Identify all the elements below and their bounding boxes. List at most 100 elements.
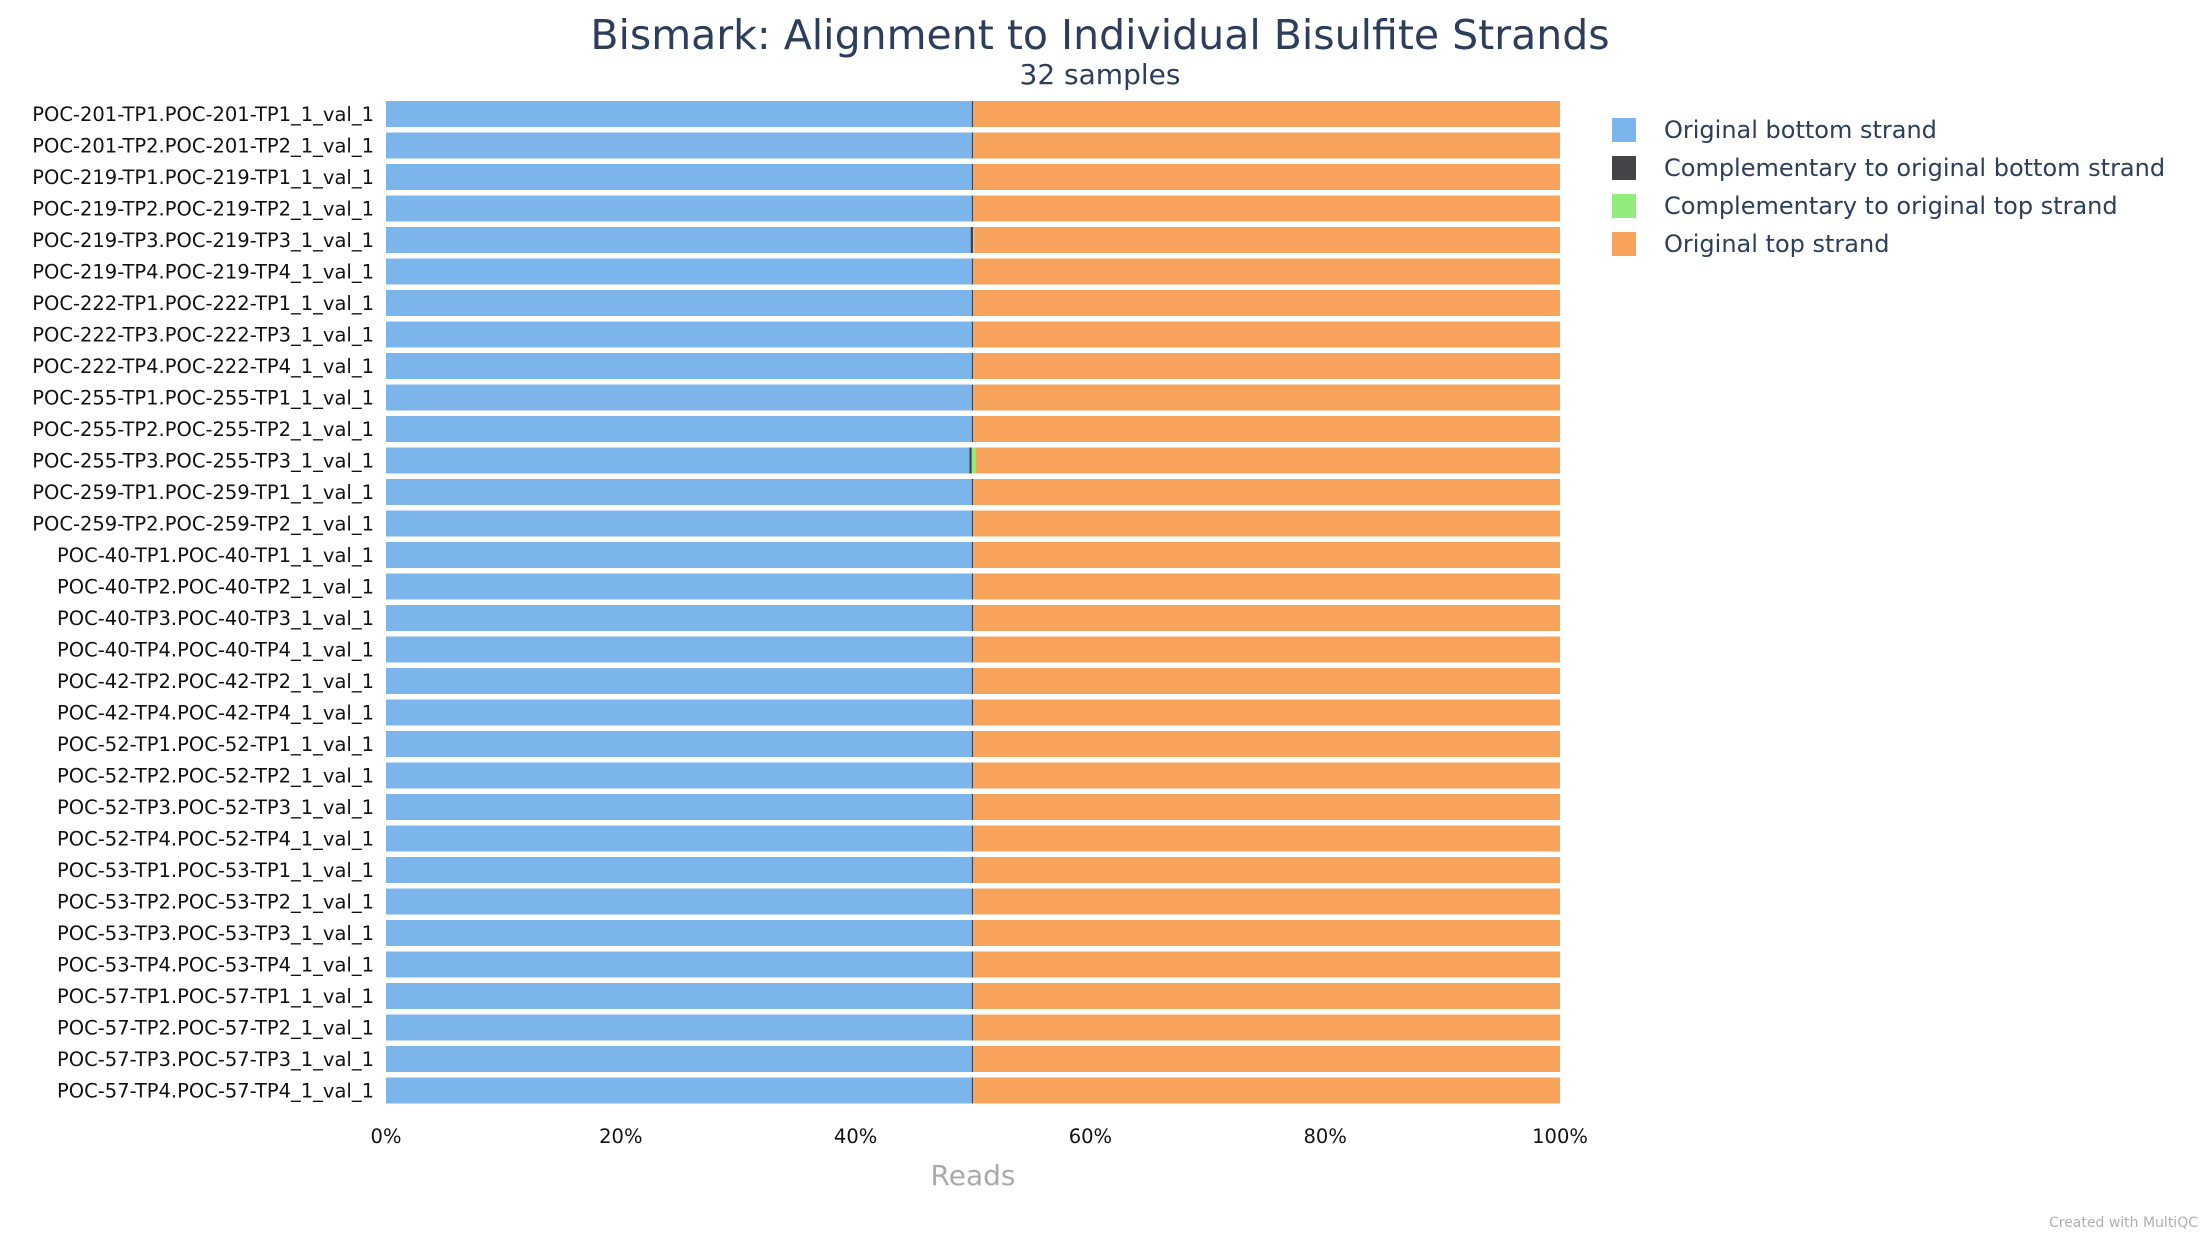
bar-segment[interactable]: [971, 825, 973, 852]
bar-segment[interactable]: [971, 321, 973, 348]
bar-segment[interactable]: [386, 101, 972, 127]
bar-segment[interactable]: [974, 227, 1560, 253]
bar-segment[interactable]: [971, 510, 973, 537]
bar-segment[interactable]: [386, 762, 972, 789]
bar-segment[interactable]: [973, 857, 1560, 883]
bar-segment[interactable]: [971, 290, 973, 316]
bar-segment[interactable]: [973, 636, 1560, 663]
bar-segment[interactable]: [386, 227, 971, 253]
bar-segment[interactable]: [973, 1046, 1560, 1072]
bar-segment[interactable]: [973, 101, 1560, 127]
bar-segment[interactable]: [971, 920, 973, 946]
bar-segment[interactable]: [971, 573, 973, 600]
bar-segment[interactable]: [973, 164, 1560, 190]
bar-segment[interactable]: [386, 825, 972, 852]
bar-segment[interactable]: [975, 447, 1560, 474]
bar-segment[interactable]: [973, 888, 1560, 915]
bar-segment[interactable]: [971, 1077, 973, 1104]
bar-segment[interactable]: [973, 258, 1560, 285]
bar-segment[interactable]: [386, 951, 972, 978]
bar-segment[interactable]: [971, 479, 973, 505]
legend-label[interactable]: Original bottom strand: [1664, 116, 1937, 144]
bar-segment[interactable]: [971, 668, 973, 694]
bar-segment[interactable]: [973, 699, 1560, 726]
bar-segment[interactable]: [971, 794, 973, 820]
bar-segment[interactable]: [973, 983, 1560, 1009]
bar-segment[interactable]: [973, 542, 1560, 568]
bar-segment[interactable]: [386, 794, 972, 820]
bar-segment[interactable]: [971, 447, 976, 474]
bar-segment[interactable]: [971, 164, 973, 190]
bar-segment[interactable]: [971, 1046, 973, 1072]
bar-segment[interactable]: [973, 825, 1560, 852]
bar-segment[interactable]: [386, 510, 972, 537]
bar-segment[interactable]: [970, 227, 973, 253]
bar-segment[interactable]: [971, 353, 973, 379]
bar-segment[interactable]: [971, 258, 973, 285]
bar-segment[interactable]: [386, 542, 972, 568]
bar-segment[interactable]: [973, 573, 1560, 600]
bar-segment[interactable]: [386, 668, 972, 694]
bar-segment[interactable]: [973, 195, 1560, 222]
bar-segment[interactable]: [386, 699, 972, 726]
bar-segment[interactable]: [973, 920, 1560, 946]
bar-segment[interactable]: [973, 605, 1560, 631]
bar-segment[interactable]: [973, 668, 1560, 694]
bar-segment[interactable]: [386, 164, 972, 190]
bar-segment[interactable]: [386, 447, 970, 474]
bar-segment[interactable]: [973, 384, 1560, 411]
bar-segment[interactable]: [971, 605, 973, 631]
bar-segment[interactable]: [971, 762, 973, 789]
bar-segment[interactable]: [973, 794, 1560, 820]
bar-segment[interactable]: [971, 888, 973, 915]
bar-segment[interactable]: [386, 290, 972, 316]
bar-segment[interactable]: [971, 384, 973, 411]
bar-segment[interactable]: [386, 983, 972, 1009]
bar-segment[interactable]: [971, 731, 973, 757]
bar-segment[interactable]: [971, 636, 973, 663]
bar-segment[interactable]: [386, 353, 972, 379]
bar-segment[interactable]: [971, 132, 973, 159]
bar-segment[interactable]: [386, 1046, 972, 1072]
bar-segment[interactable]: [971, 951, 973, 978]
bar-segment[interactable]: [971, 1014, 973, 1041]
bar-segment[interactable]: [973, 227, 975, 253]
bar-segment[interactable]: [973, 1077, 1560, 1104]
bar-segment[interactable]: [386, 479, 972, 505]
bar-segment[interactable]: [973, 762, 1560, 789]
bar-segment[interactable]: [973, 510, 1560, 537]
bar-segment[interactable]: [386, 416, 972, 442]
bar-segment[interactable]: [973, 731, 1560, 757]
bar-segment[interactable]: [971, 195, 973, 222]
bar-segment[interactable]: [386, 636, 972, 663]
bar-segment[interactable]: [386, 1014, 972, 1041]
bar-segment[interactable]: [386, 731, 972, 757]
bar-segment[interactable]: [973, 479, 1560, 505]
bar-segment[interactable]: [971, 416, 973, 442]
bar-segment[interactable]: [386, 132, 972, 159]
bar-segment[interactable]: [973, 321, 1560, 348]
bar-segment[interactable]: [386, 573, 972, 600]
bar-segment[interactable]: [973, 951, 1560, 978]
bar-segment[interactable]: [386, 258, 972, 285]
bar-segment[interactable]: [969, 447, 972, 474]
bar-segment[interactable]: [386, 920, 972, 946]
legend-label[interactable]: Complementary to original bottom strand: [1664, 154, 2165, 182]
bar-segment[interactable]: [971, 983, 973, 1009]
bar-segment[interactable]: [971, 857, 973, 883]
bar-segment[interactable]: [971, 699, 973, 726]
bar-segment[interactable]: [386, 321, 972, 348]
bar-segment[interactable]: [973, 1014, 1560, 1041]
bar-segment[interactable]: [386, 888, 972, 915]
bar-segment[interactable]: [973, 290, 1560, 316]
bar-segment[interactable]: [971, 101, 973, 127]
bar-segment[interactable]: [973, 416, 1560, 442]
bar-segment[interactable]: [973, 353, 1560, 379]
bar-segment[interactable]: [386, 857, 972, 883]
bar-segment[interactable]: [386, 605, 972, 631]
bar-segment[interactable]: [973, 132, 1560, 159]
bar-segment[interactable]: [971, 542, 973, 568]
bar-segment[interactable]: [386, 195, 972, 222]
legend-label[interactable]: Complementary to original top strand: [1664, 192, 2118, 220]
bar-segment[interactable]: [386, 1077, 972, 1104]
